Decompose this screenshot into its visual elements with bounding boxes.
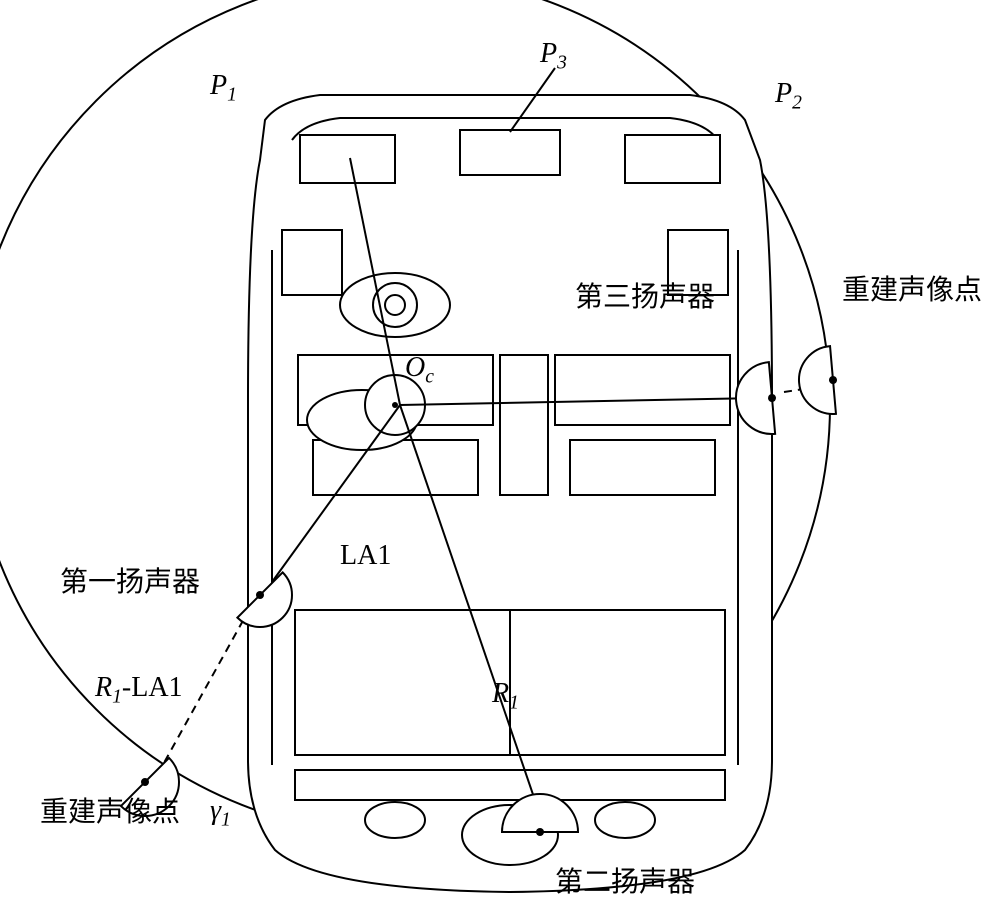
label-la1: LA1 (340, 540, 391, 572)
reconstructed-point-2-icon (796, 346, 840, 417)
label-second-speaker: 第二扬声器 (555, 860, 695, 900)
label-first-speaker: 第一扬声器 (60, 560, 200, 600)
rear-seat-back (295, 770, 725, 800)
label-oc: Oc (405, 352, 434, 389)
dash-box-2 (625, 135, 720, 183)
dash-box-1 (460, 130, 560, 175)
label-r1-minus-la1: R1-LA1 (95, 672, 183, 709)
front-seat-back-0 (313, 440, 478, 495)
label-gamma1: γ1 (210, 795, 231, 832)
rear-headrest-0 (365, 802, 425, 838)
label-reconstructed-point-1: 重建声像点 (40, 790, 180, 830)
dash-box-0 (300, 135, 395, 183)
label-third-speaker: 第三扬声器 (575, 275, 715, 315)
label-p2: P2 (775, 78, 802, 115)
pillar-l (282, 230, 342, 295)
center-console (500, 355, 548, 495)
front-seat-back-1 (570, 440, 715, 495)
label-reconstructed-point-2: 重建声像点 (842, 268, 982, 308)
label-p1: P1 (210, 70, 237, 107)
front-seat-1 (555, 355, 730, 425)
label-r1: R1 (492, 678, 519, 715)
rear-headrest-2 (595, 802, 655, 838)
label-p3: P3 (540, 38, 567, 75)
